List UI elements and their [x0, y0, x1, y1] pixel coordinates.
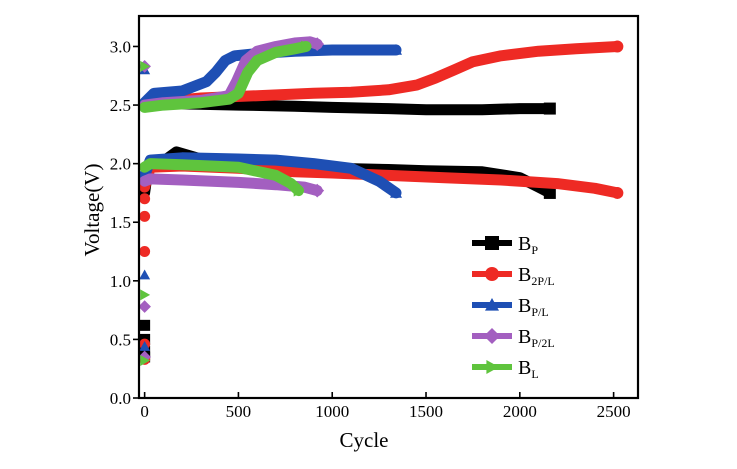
legend-marker [485, 236, 499, 250]
activation-point [139, 210, 151, 222]
legend: BP B2P/L BP/L BP/2L BL [472, 233, 555, 381]
y-tick-label: 2.5 [110, 96, 131, 115]
activation-point [140, 355, 151, 367]
axes: 0 500 1000 1500 2000 2500 0.0 0.5 1.0 1.5 2.0 2.5 3.… [110, 37, 631, 421]
charge-end-marker [611, 40, 624, 53]
legend-entry-2p-l: B2P/L [472, 264, 555, 288]
legend-marker [483, 327, 501, 345]
charge-end-marker [301, 40, 312, 53]
charge-end-marker [310, 37, 325, 52]
plot-frame [137, 14, 640, 400]
series-l [139, 40, 312, 367]
legend-label: BP/L [518, 295, 549, 319]
series-2p-l [139, 40, 624, 365]
discharge-curve [139, 158, 304, 197]
legend-marker [486, 360, 499, 374]
discharge-end-marker [390, 186, 403, 198]
activation-point [140, 60, 151, 72]
x-tick-label: 1500 [409, 402, 443, 421]
legend-label: BP [518, 233, 538, 257]
y-tick-label: 0.5 [110, 330, 131, 349]
activation-point [140, 289, 151, 301]
x-tick-label: 1000 [315, 402, 349, 421]
x-axis-label: Cycle [340, 428, 389, 452]
charge-end-marker [543, 102, 556, 115]
discharge-end-marker [293, 184, 305, 197]
x-tick-label: 0 [140, 402, 149, 421]
activation-point [139, 246, 151, 258]
y-tick-label: 0.0 [110, 389, 131, 408]
y-tick-label: 3.0 [110, 37, 131, 56]
activation-point [139, 269, 151, 280]
legend-entry-p-2l: BP/2L [472, 326, 555, 350]
x-tick-label: 500 [226, 402, 252, 421]
y-tick-label: 1.5 [110, 213, 131, 232]
activation-point [139, 340, 151, 351]
series-p [139, 98, 556, 363]
legend-label: B2P/L [518, 264, 555, 288]
y-axis-label: Voltage(V) [80, 164, 104, 257]
series-p-2l [138, 36, 325, 364]
legend-marker [485, 267, 499, 281]
plot-content [138, 36, 624, 367]
charge-curve [139, 41, 312, 113]
y-tick-label: 2.0 [110, 155, 131, 174]
activation-point [139, 319, 151, 331]
legend-entry-p-l: BP/L [472, 295, 549, 319]
activation-point [138, 300, 151, 313]
legend-label: BP/2L [518, 326, 555, 350]
activation-point [139, 193, 151, 205]
x-tick-label: 2000 [503, 402, 537, 421]
x-tick-label: 2500 [597, 402, 631, 421]
y-tick-label: 1.0 [110, 272, 131, 291]
charge-end-marker [390, 43, 403, 55]
legend-marker [485, 298, 499, 311]
discharge-end-marker [310, 183, 325, 198]
discharge-curve [139, 173, 323, 197]
discharge-end-marker [611, 186, 624, 199]
discharge-end-marker [543, 186, 556, 199]
legend-entry-p: BP [472, 233, 538, 257]
legend-entry-l: BL [472, 357, 539, 381]
charge-curve [139, 44, 402, 109]
legend-label: BL [518, 357, 539, 381]
